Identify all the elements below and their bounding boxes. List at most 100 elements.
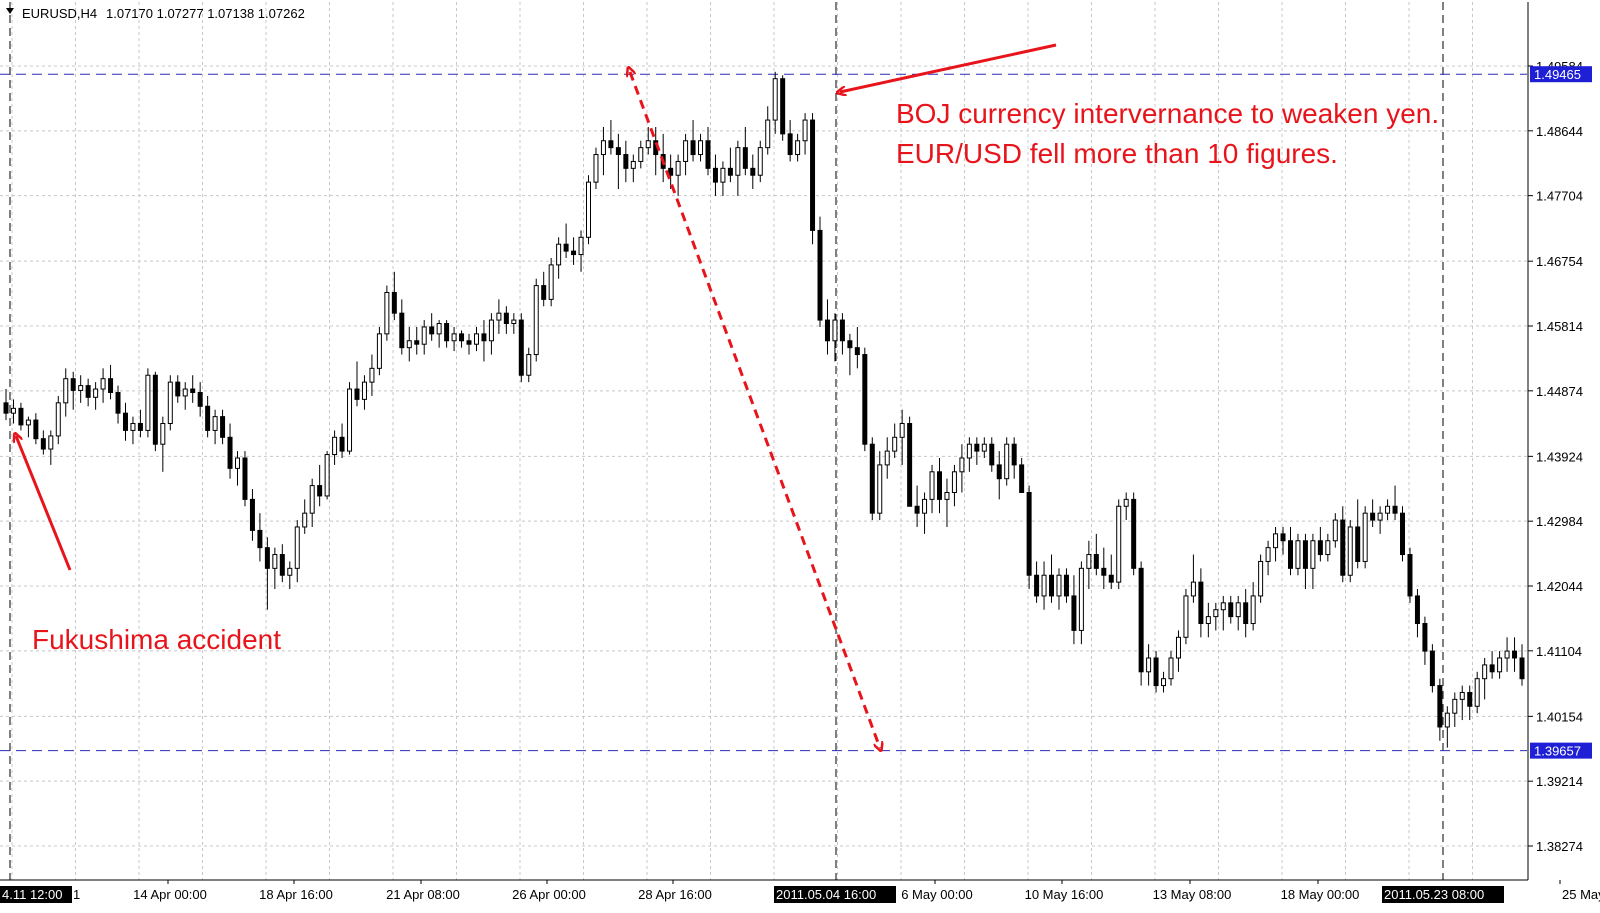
candle-body bbox=[1429, 650, 1435, 687]
candle bbox=[1101, 547, 1107, 590]
candle-body bbox=[563, 243, 569, 252]
candle-body bbox=[197, 391, 203, 407]
candle bbox=[115, 385, 121, 424]
candle-body bbox=[959, 457, 965, 473]
candle bbox=[339, 423, 345, 458]
candle bbox=[459, 330, 465, 348]
candle bbox=[1474, 671, 1480, 714]
candle-body bbox=[1123, 498, 1129, 507]
candle-body bbox=[1011, 443, 1017, 466]
collapse-triangle-icon[interactable] bbox=[6, 8, 14, 14]
candle-body bbox=[354, 388, 360, 400]
candle bbox=[85, 378, 91, 407]
candle bbox=[563, 223, 569, 258]
candle-body bbox=[1504, 650, 1510, 659]
candle-body bbox=[824, 319, 830, 342]
price-tick-label: 1.38274 bbox=[1536, 839, 1583, 854]
candle bbox=[892, 423, 898, 458]
candle-body bbox=[1153, 657, 1159, 687]
candle-body bbox=[384, 291, 390, 335]
candle bbox=[175, 375, 181, 403]
candle-body bbox=[1004, 443, 1010, 480]
candle-body bbox=[279, 554, 285, 576]
candle bbox=[406, 326, 412, 362]
candle bbox=[1355, 499, 1361, 569]
candle-body bbox=[1265, 547, 1271, 562]
candle-body bbox=[1250, 595, 1256, 625]
candle bbox=[55, 395, 61, 445]
candle-body bbox=[1175, 636, 1181, 659]
price-level-label: 1.49465 bbox=[1534, 67, 1581, 82]
candle bbox=[1302, 533, 1308, 590]
candle-body bbox=[167, 381, 173, 425]
candle-body bbox=[1489, 664, 1495, 673]
time-tick-label-fragment: 1 bbox=[73, 887, 80, 902]
candle bbox=[884, 437, 890, 479]
price-tick-label: 1.46754 bbox=[1536, 254, 1583, 269]
candle bbox=[1280, 526, 1286, 555]
grid bbox=[0, 2, 1527, 880]
candle-body bbox=[1452, 698, 1458, 714]
candle-body bbox=[526, 354, 532, 376]
candle-body bbox=[765, 119, 771, 149]
candle-body bbox=[974, 443, 980, 452]
candle bbox=[1444, 706, 1450, 748]
candle bbox=[376, 326, 382, 376]
candle bbox=[1086, 540, 1092, 590]
candle-body bbox=[1056, 574, 1062, 597]
candle-body bbox=[742, 147, 748, 169]
candle-body bbox=[1019, 464, 1025, 493]
candle-body bbox=[1302, 540, 1308, 569]
candle-body bbox=[1437, 685, 1443, 728]
candle-body bbox=[78, 385, 84, 391]
price-levels bbox=[0, 73, 1527, 752]
candle-body bbox=[324, 454, 330, 497]
candle bbox=[862, 347, 868, 452]
candle bbox=[473, 326, 479, 352]
candle-body bbox=[832, 319, 838, 342]
candle bbox=[167, 375, 173, 431]
candle bbox=[332, 430, 338, 465]
candle bbox=[391, 271, 397, 321]
candle-body bbox=[1392, 505, 1398, 514]
candle bbox=[182, 382, 188, 410]
candle-body bbox=[1063, 574, 1069, 597]
price-tick-label: 1.48644 bbox=[1536, 124, 1583, 139]
candle-body bbox=[1422, 623, 1428, 652]
candle bbox=[48, 430, 54, 465]
price-tick-label: 1.43924 bbox=[1536, 449, 1583, 464]
candle bbox=[235, 451, 241, 486]
candle bbox=[511, 313, 517, 334]
candle-body bbox=[712, 167, 718, 183]
candle bbox=[40, 430, 46, 455]
candle-body bbox=[451, 333, 457, 342]
candle bbox=[137, 409, 143, 438]
candle-body bbox=[257, 529, 263, 549]
time-highlight-label: 2011.05.04 16:00 bbox=[776, 887, 876, 902]
candle-body bbox=[429, 326, 435, 335]
candle bbox=[959, 444, 965, 493]
candle bbox=[1078, 561, 1084, 645]
fall-range-arrow bbox=[630, 72, 880, 748]
time-highlight-badge bbox=[1382, 886, 1504, 903]
candle bbox=[1019, 458, 1025, 493]
candle bbox=[1131, 492, 1137, 576]
candle-body bbox=[309, 485, 315, 514]
candle-body bbox=[1161, 678, 1167, 687]
candle bbox=[593, 147, 599, 190]
candle-body bbox=[182, 388, 188, 397]
candle-body bbox=[130, 423, 136, 431]
candle bbox=[197, 382, 203, 417]
candle bbox=[220, 409, 226, 445]
candle-body bbox=[473, 333, 479, 345]
candle bbox=[1183, 589, 1189, 645]
price-tick-label: 1.39214 bbox=[1536, 774, 1583, 789]
candle bbox=[1168, 651, 1174, 686]
candle-body bbox=[1243, 602, 1249, 625]
candle-body bbox=[541, 285, 547, 300]
candle-body bbox=[294, 526, 300, 569]
candle-body bbox=[137, 423, 143, 431]
candle bbox=[989, 437, 995, 472]
candle bbox=[533, 278, 539, 362]
